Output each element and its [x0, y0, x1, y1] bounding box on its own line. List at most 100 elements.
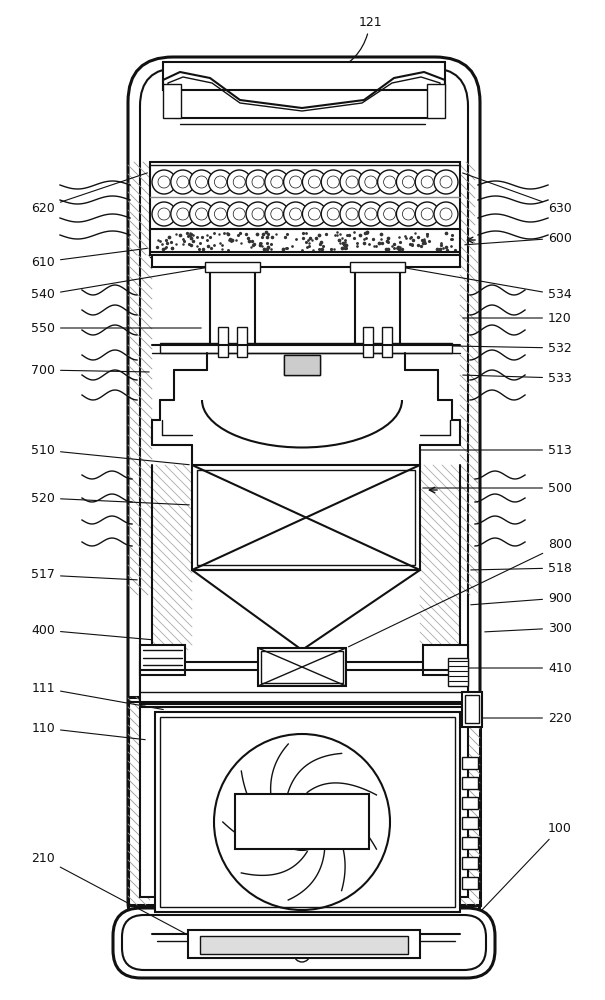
Circle shape: [302, 202, 327, 226]
Bar: [140, 707, 468, 897]
Bar: [200, 936, 408, 954]
Circle shape: [415, 202, 439, 226]
Bar: [192, 465, 420, 570]
Circle shape: [321, 170, 345, 194]
FancyBboxPatch shape: [113, 908, 495, 978]
Bar: [462, 692, 482, 727]
Circle shape: [246, 202, 270, 226]
Bar: [235, 794, 369, 849]
Circle shape: [227, 202, 251, 226]
Text: 518: 518: [471, 562, 572, 574]
Bar: [448, 658, 468, 686]
Circle shape: [340, 170, 364, 194]
Circle shape: [265, 170, 289, 194]
Text: 110: 110: [31, 722, 145, 740]
Text: 121: 121: [333, 15, 382, 72]
Text: 410: 410: [463, 662, 572, 674]
Text: 520: 520: [31, 491, 189, 505]
Circle shape: [171, 170, 195, 194]
Bar: [205, 262, 260, 272]
Circle shape: [359, 170, 383, 194]
Text: 517: 517: [31, 568, 137, 582]
Text: 620: 620: [31, 173, 148, 215]
Text: 540: 540: [31, 267, 208, 302]
Text: 900: 900: [471, 591, 572, 605]
Text: 400: 400: [31, 624, 152, 640]
Text: 120: 120: [463, 312, 572, 324]
Text: 111: 111: [31, 682, 163, 710]
Text: 700: 700: [31, 363, 149, 376]
Bar: [237, 327, 247, 357]
Bar: [363, 327, 373, 357]
Text: 800: 800: [348, 538, 572, 647]
Circle shape: [189, 170, 214, 194]
Bar: [140, 645, 185, 675]
Bar: [462, 817, 478, 829]
Circle shape: [265, 202, 289, 226]
Text: 100: 100: [482, 822, 572, 910]
Bar: [128, 697, 480, 905]
Bar: [462, 877, 478, 889]
Bar: [465, 695, 479, 723]
Bar: [350, 262, 405, 272]
Circle shape: [208, 202, 232, 226]
Text: 500: 500: [423, 482, 572, 494]
Circle shape: [302, 170, 327, 194]
Bar: [423, 645, 468, 675]
Bar: [382, 327, 392, 357]
Circle shape: [359, 202, 383, 226]
Bar: [155, 712, 460, 912]
Bar: [152, 255, 460, 267]
Circle shape: [396, 202, 420, 226]
Text: 610: 610: [31, 248, 147, 268]
Bar: [258, 648, 346, 686]
Bar: [160, 343, 452, 353]
Bar: [462, 757, 478, 769]
Circle shape: [378, 170, 402, 194]
Bar: [163, 62, 445, 90]
Bar: [197, 470, 415, 565]
Bar: [284, 355, 320, 375]
Circle shape: [415, 170, 439, 194]
Text: 534: 534: [403, 267, 572, 302]
Bar: [462, 857, 478, 869]
Circle shape: [396, 170, 420, 194]
Text: 220: 220: [481, 712, 572, 724]
Circle shape: [321, 202, 345, 226]
Bar: [462, 837, 478, 849]
Bar: [462, 777, 478, 789]
Bar: [150, 162, 460, 255]
Circle shape: [227, 170, 251, 194]
Circle shape: [152, 170, 176, 194]
Circle shape: [246, 170, 270, 194]
Text: 510: 510: [31, 444, 189, 465]
Text: 630: 630: [463, 173, 572, 215]
Circle shape: [171, 202, 195, 226]
Bar: [188, 930, 420, 958]
Bar: [140, 662, 468, 704]
Bar: [284, 355, 320, 375]
Bar: [261, 651, 343, 683]
Bar: [210, 267, 255, 345]
Text: 513: 513: [420, 444, 572, 456]
Text: 532: 532: [403, 342, 572, 355]
Circle shape: [152, 202, 176, 226]
FancyBboxPatch shape: [128, 57, 480, 945]
Bar: [462, 797, 478, 809]
Text: 550: 550: [31, 322, 201, 334]
Text: 210: 210: [31, 852, 186, 934]
Circle shape: [284, 202, 307, 226]
Bar: [355, 267, 400, 345]
Text: 300: 300: [485, 621, 572, 635]
Circle shape: [434, 202, 458, 226]
Circle shape: [340, 202, 364, 226]
Circle shape: [189, 202, 214, 226]
Bar: [218, 327, 228, 357]
Bar: [427, 84, 445, 118]
Circle shape: [434, 170, 458, 194]
Bar: [160, 717, 455, 907]
Circle shape: [378, 202, 402, 226]
Text: 533: 533: [463, 371, 572, 384]
Text: 600: 600: [465, 232, 572, 245]
Bar: [163, 84, 181, 118]
